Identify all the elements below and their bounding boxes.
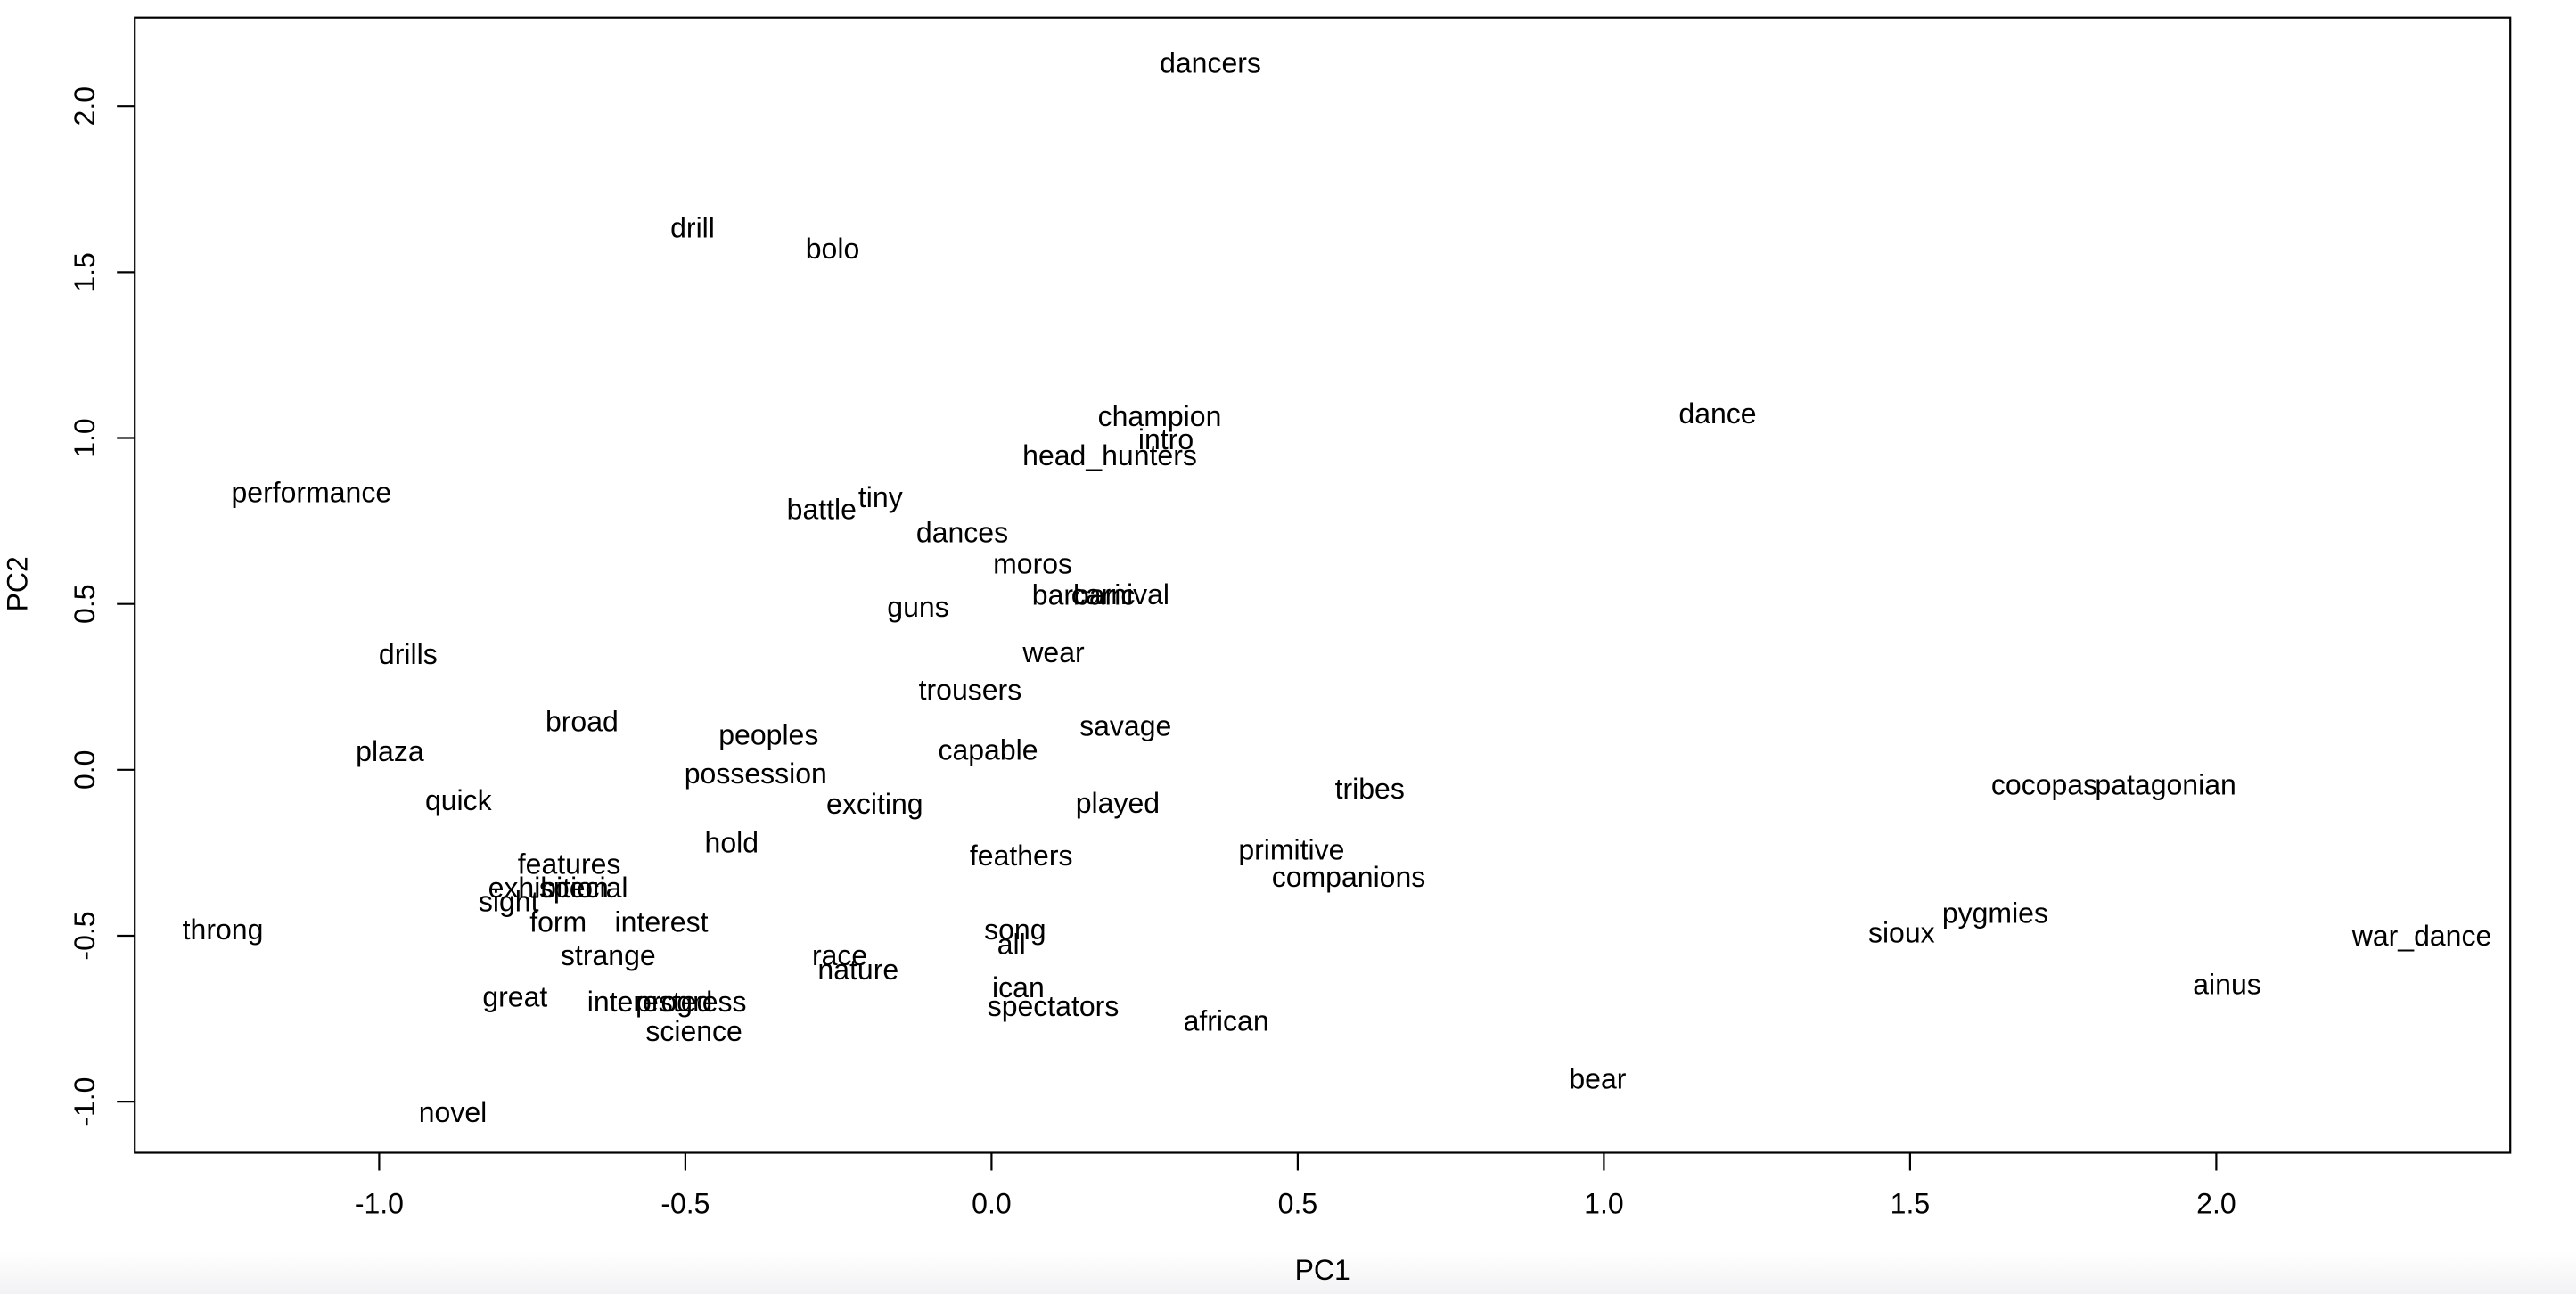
svg-text:interest: interest [615, 906, 709, 938]
svg-text:PC2: PC2 [2, 556, 34, 611]
svg-text:bolo: bolo [806, 233, 860, 265]
svg-text:african: african [1184, 1004, 1269, 1036]
svg-text:throng: throng [183, 913, 264, 946]
svg-text:possession: possession [685, 758, 827, 790]
svg-text:strange: strange [561, 939, 656, 971]
svg-text:great: great [482, 980, 547, 1012]
svg-text:-1.0: -1.0 [355, 1188, 404, 1220]
svg-text:tribes: tribes [1335, 773, 1405, 805]
svg-text:plaza: plaza [356, 735, 424, 767]
svg-text:-0.5: -0.5 [660, 1188, 710, 1220]
svg-text:drill: drill [670, 212, 715, 244]
svg-text:song: song [984, 913, 1046, 946]
svg-text:progress: progress [636, 986, 747, 1018]
svg-text:broad: broad [546, 706, 619, 738]
svg-text:all: all [997, 928, 1026, 960]
svg-text:special: special [539, 872, 628, 904]
svg-text:0.0: 0.0 [69, 750, 101, 790]
svg-text:form: form [529, 906, 587, 938]
svg-text:played: played [1076, 787, 1160, 819]
svg-text:tiny: tiny [858, 481, 903, 513]
svg-text:head_hunters: head_hunters [1022, 439, 1197, 471]
svg-text:ican: ican [992, 971, 1045, 1003]
svg-text:trousers: trousers [919, 674, 1022, 706]
svg-text:savage: savage [1079, 709, 1171, 741]
svg-text:champion: champion [1098, 400, 1222, 432]
svg-text:PC1: PC1 [1295, 1254, 1350, 1286]
svg-text:quick: quick [425, 784, 493, 816]
svg-text:war_dance: war_dance [2351, 920, 2492, 952]
svg-text:capable: capable [938, 734, 1038, 766]
svg-text:moros: moros [993, 548, 1072, 580]
svg-text:exhibition: exhibition [488, 872, 609, 904]
svg-text:sight: sight [479, 886, 539, 918]
svg-text:intro: intro [1138, 423, 1194, 455]
svg-text:wear: wear [1021, 636, 1085, 668]
svg-text:dancers: dancers [1160, 47, 1261, 79]
svg-text:hold: hold [705, 826, 759, 858]
svg-text:race: race [812, 939, 867, 971]
svg-text:companions: companions [1272, 861, 1426, 893]
svg-text:carnival: carnival [1071, 578, 1169, 610]
svg-text:sioux: sioux [1868, 917, 1935, 949]
svg-text:1.0: 1.0 [1584, 1188, 1623, 1220]
svg-text:performance: performance [231, 477, 391, 509]
svg-text:-1.0: -1.0 [69, 1077, 101, 1126]
svg-text:0.5: 0.5 [1278, 1188, 1317, 1220]
svg-text:nature: nature [817, 954, 898, 986]
svg-text:drills: drills [379, 638, 438, 670]
svg-text:1.5: 1.5 [69, 252, 101, 291]
svg-text:novel: novel [419, 1096, 488, 1128]
svg-text:battle: battle [787, 493, 857, 525]
svg-text:interested: interested [587, 986, 713, 1018]
svg-text:science: science [645, 1015, 742, 1047]
svg-text:2.0: 2.0 [69, 86, 101, 126]
svg-text:-0.5: -0.5 [69, 911, 101, 960]
svg-text:1.0: 1.0 [69, 418, 101, 457]
svg-text:0.5: 0.5 [69, 584, 101, 623]
svg-text:2.0: 2.0 [2196, 1188, 2236, 1220]
svg-text:pygmies: pygmies [1942, 897, 2048, 929]
svg-text:barbaric: barbaric [1032, 579, 1136, 611]
svg-text:patagonian: patagonian [2095, 769, 2236, 801]
svg-text:cocopas: cocopas [1991, 769, 2097, 801]
svg-text:dance: dance [1678, 397, 1756, 430]
svg-text:dances: dances [916, 517, 1008, 549]
svg-text:guns: guns [887, 591, 948, 623]
svg-text:ainus: ainus [2193, 968, 2261, 1000]
svg-text:0.0: 0.0 [972, 1188, 1011, 1220]
svg-text:spectators: spectators [988, 990, 1120, 1022]
svg-text:1.5: 1.5 [1891, 1188, 1930, 1220]
svg-text:primitive: primitive [1238, 834, 1344, 866]
svg-text:bear: bear [1569, 1062, 1626, 1094]
svg-text:exciting: exciting [826, 788, 923, 820]
svg-text:peoples: peoples [718, 718, 818, 750]
svg-text:feathers: feathers [970, 839, 1073, 872]
svg-text:features: features [518, 848, 621, 880]
